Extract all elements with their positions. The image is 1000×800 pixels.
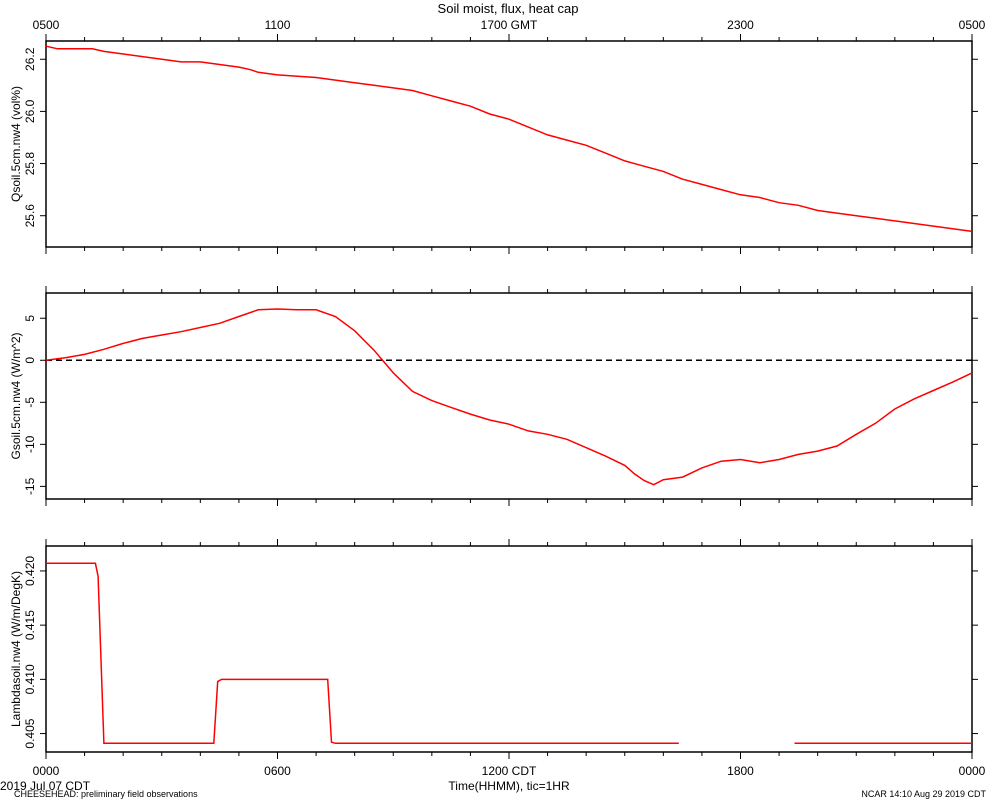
y-tick-label: -10 xyxy=(23,435,37,453)
y-tick-label: 5 xyxy=(23,315,37,322)
y-tick-label: 0.420 xyxy=(23,556,37,586)
panel-frame xyxy=(45,292,973,500)
y-tick-label: 25.8 xyxy=(23,152,37,176)
y-tick-label: 26.2 xyxy=(23,47,37,71)
y-tick-label: 26.0 xyxy=(23,99,37,123)
panel-frame xyxy=(45,545,973,753)
bottom-tick-label: 1800 xyxy=(727,764,754,778)
bottom-tick-label: 0000 xyxy=(959,764,986,778)
date-label: 2019 Jul 07 CDT xyxy=(0,779,91,793)
footer-right: NCAR 14:10 Aug 29 2019 CDT xyxy=(861,789,986,799)
y-tick-label: 25.6 xyxy=(23,204,37,228)
top-time-axis: 0500 1100 1700 GMT 2300 0500 xyxy=(33,18,986,32)
top-tick-label: 0500 xyxy=(959,18,986,32)
panel-frame xyxy=(45,40,973,248)
y-tick-label: -5 xyxy=(23,397,37,408)
series-line-1 xyxy=(46,562,679,745)
footer-left: CHEESEHEAD: preliminary field observatio… xyxy=(14,789,198,799)
y-tick-label: 0.415 xyxy=(23,610,37,640)
bottom-tick-label: 1200 CDT xyxy=(482,764,537,778)
bottom-tick-label: 0000 xyxy=(33,764,60,778)
panel-1: 25.6 25.8 26.0 26.2 Qsoil.5cm.nw4 (vol%) xyxy=(9,34,978,254)
top-tick-label: 0500 xyxy=(33,18,60,32)
panel-2: -15 -10 -5 0 5 Gsoil.5cm.nw4 (W/m^2) xyxy=(9,286,978,506)
top-tick-label: 1100 xyxy=(265,18,291,32)
y-tick-label: 0.410 xyxy=(23,664,37,694)
bottom-tick-label: 0600 xyxy=(264,764,291,778)
chart-title: Soil moist, flux, heat cap xyxy=(438,1,579,16)
y-axis-label: Qsoil.5cm.nw4 (vol%) xyxy=(9,86,23,202)
top-tick-label: 1700 GMT xyxy=(481,18,538,32)
y-axis-label: Gsoil.5cm.nw4 (W/m^2) xyxy=(9,333,23,460)
y-axis-label: Lambdasoil.nw4 (W/m/DegK) xyxy=(9,571,23,727)
y-tick-label: -15 xyxy=(23,477,37,495)
y-tick-label: 0.405 xyxy=(23,718,37,748)
bottom-time-axis: 0000 0600 1200 CDT 1800 0000 Time(HHMM), tic=… xyxy=(33,764,986,793)
top-tick-label: 2300 xyxy=(727,18,754,32)
x-axis-label: Time(HHMM), tic=1HR xyxy=(448,779,570,793)
series-line-1 xyxy=(45,308,973,486)
y-tick-label: 0 xyxy=(23,357,37,364)
series-line-1 xyxy=(45,45,973,233)
